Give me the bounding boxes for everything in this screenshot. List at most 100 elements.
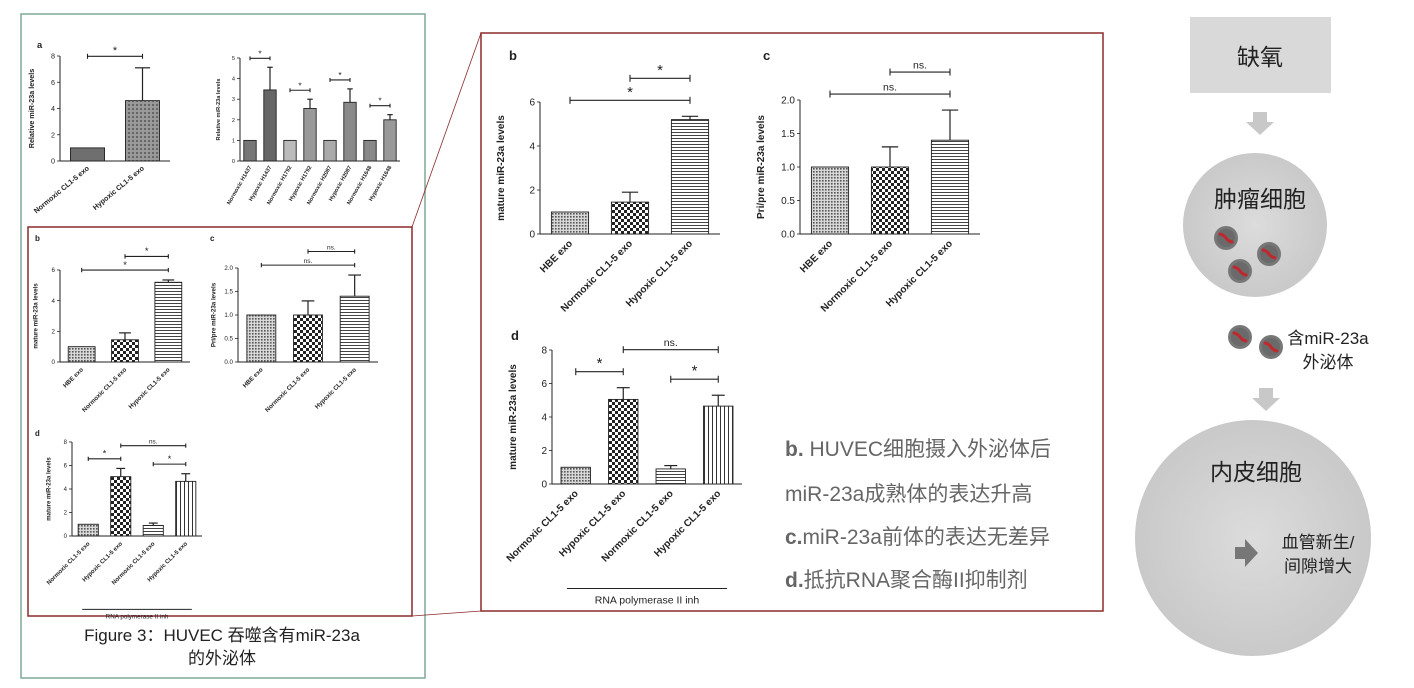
y-axis-label: mature miR-23a levels [46,457,52,521]
y-tick-label: 6 [51,78,55,87]
findings-notes: b. HUVEC细胞摄入外泌体后 miR-23a成熟体的表达升高 c.miR-2… [785,438,1051,592]
significance-label: * [168,454,172,464]
note-c: c.miR-23a前体的表达无差异 [785,526,1050,549]
category-label: HBE exo [538,238,575,275]
panel-letter: c [210,234,215,243]
significance-label: * [298,80,302,90]
category-label: Hypoxic H1648 [368,165,393,202]
category-label: HBE exo [242,366,265,389]
hypoxia-box [1190,17,1331,93]
bar [124,100,160,162]
note-b: b. HUVEC细胞摄入外泌体后 [785,438,1051,461]
group-label: RNA polymerase II inh [595,595,700,607]
bar [303,108,317,162]
endothelial-cell-label: 内皮细胞 [1210,459,1302,485]
bar [246,314,277,363]
category-label: Hypoxic CL1-5 exo [128,366,172,410]
y-axis-label: mature miR-23a levels [496,115,507,221]
chart-c-zoom: 0.0 0.5 1.0 1.5 2.0 Pri/pre miR-23a levels c HB… [756,48,980,315]
significance-label: * [258,48,262,58]
y-tick-label: 6 [64,464,68,470]
bar [930,139,970,235]
significance-label: * [657,62,663,79]
significance-label: * [338,70,342,80]
mirna-strand [1263,341,1279,353]
exosome-icon [1214,226,1238,250]
bar [655,468,686,485]
y-tick-label: 4 [64,487,68,493]
y-tick-label: 0.5 [781,196,795,207]
arrow-down-icon [1252,388,1280,411]
note-b-cont: miR-23a成熟体的表达升高 [785,483,1032,506]
endothelial-cell [1135,420,1371,656]
exosome-icon [1228,259,1252,283]
y-tick-label: 0 [232,159,235,165]
zoom-connector-top [411,32,482,228]
y-tick-label: 8 [541,346,547,357]
y-tick-label: 5 [232,56,235,62]
y-tick-label: 2 [529,186,535,197]
category-label: Hypoxic CL1-5 exo [624,238,695,309]
y-tick-label: 2 [51,130,55,139]
bar [77,523,99,537]
y-tick-label: 0 [529,230,535,241]
y-tick-label: 4 [52,298,56,305]
category-label: Normoxic CL1-5 exo [81,366,128,413]
y-axis-label: Pri/pre miR-23a levels [211,282,218,347]
left-panel-border [20,13,426,679]
flow-diagram: 缺氧 肿瘤细胞 含miR-23a 外泌体 内皮细胞 血管新生/ 间隙增大 [1135,17,1371,656]
panel-letter: d [511,328,519,343]
mirna-strand [1232,265,1248,277]
category-label: Normoxic CL1-5 exo [32,163,91,215]
category-label: Hypoxic CL1-5 exo [884,238,955,309]
arrow-down-icon [1246,112,1274,135]
y-tick-label: 8 [51,52,55,61]
bar [111,339,139,363]
panel-letter: b [509,48,517,63]
hypoxia-label: 缺氧 [1237,44,1283,70]
y-axis-label: Relative miR-23a levels [216,79,222,141]
y-tick-label: 2.0 [781,96,795,107]
significance-label: * [692,363,698,380]
outcome-label-line2: 间隙增大 [1284,557,1352,576]
significance-label: ns. [327,244,336,251]
y-tick-label: 8 [64,440,68,446]
bar [339,295,370,363]
significance-label: ns. [664,337,678,349]
y-tick-label: 2 [232,118,235,124]
note-d: d.抵抗RNA聚合酶II抑制剂 [785,569,1028,592]
significance-label: ns. [883,82,897,94]
bar [175,480,197,537]
y-tick-label: 2 [64,511,68,517]
mirna-strand [1232,331,1248,343]
y-axis-label: Pri/pre miR-23a levels [756,115,767,219]
category-label: Normoxic CL1-5 exo [264,366,311,413]
significance-label: * [597,355,603,372]
y-tick-label: 3 [232,97,235,103]
y-tick-label: 2 [52,329,56,336]
chart-b: 0 2 4 6 mature miR-23a levels b HBE exoNormoxi… [33,234,190,414]
bar [110,476,132,537]
y-tick-label: 0 [541,480,547,491]
y-tick-label: 1.5 [224,289,233,296]
significance-label: ns. [149,439,158,446]
y-tick-label: 1 [232,138,235,144]
bar [343,101,357,162]
figure-caption-line2: 的外泌体 [188,649,256,668]
y-tick-label: 6 [529,98,535,109]
y-tick-label: 2 [541,446,547,457]
bar [550,211,590,235]
y-tick-label: 0 [52,359,56,366]
bar [69,147,105,162]
bar [670,119,710,235]
category-label: Hypoxic CL1-5 exo [91,163,147,212]
y-axis-label: mature miR-23a levels [33,283,40,349]
exosome-icon [1228,325,1252,349]
y-tick-label: 1.0 [224,312,233,319]
arrow-right-icon [1235,539,1258,567]
y-tick-label: 0.0 [224,359,233,366]
y-tick-label: 1.5 [781,129,795,140]
exosome-icon [1259,335,1283,359]
